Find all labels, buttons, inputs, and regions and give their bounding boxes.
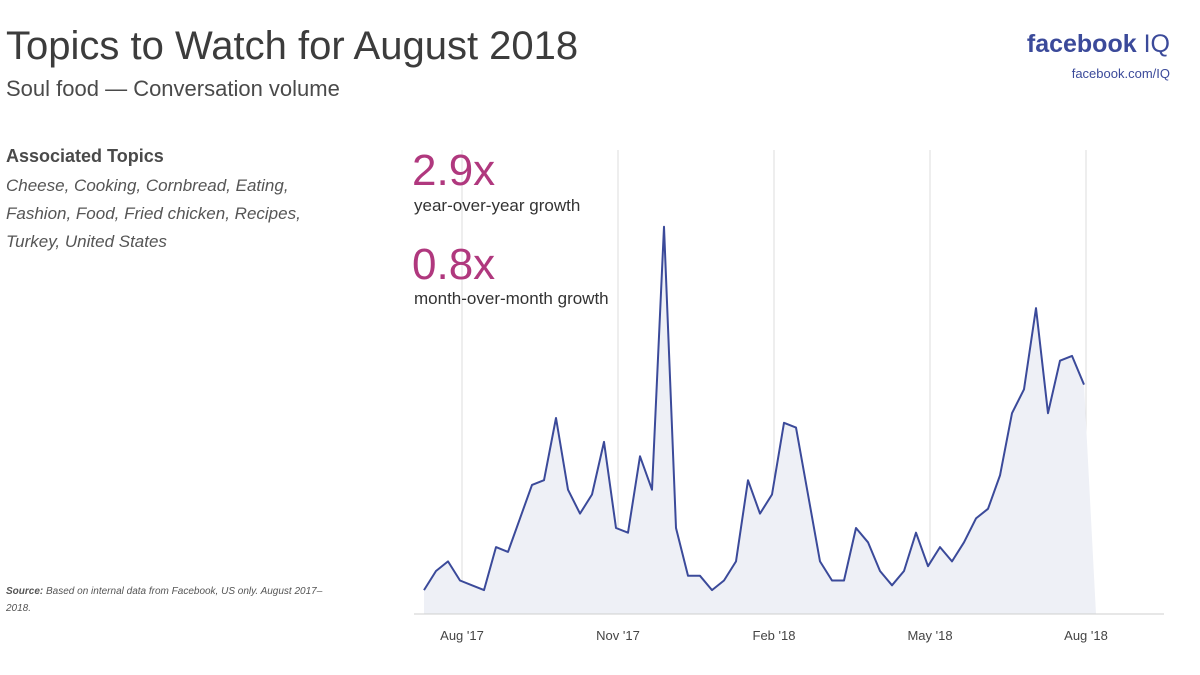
source-note: Source: Based on internal data from Face…: [6, 583, 326, 617]
page-subtitle: Soul food — Conversation volume: [6, 76, 340, 101]
x-tick-label: Aug '17: [440, 628, 484, 643]
source-label: Source:: [6, 586, 44, 597]
x-tick-label: Nov '17: [596, 628, 640, 643]
x-tick-label: Feb '18: [753, 628, 796, 643]
mom-growth-value: 0.8x: [412, 240, 496, 289]
mom-growth-label: month-over-month growth: [414, 289, 609, 308]
series-area: [424, 226, 1096, 615]
brand-logo: facebook IQ: [1027, 30, 1170, 59]
associated-topics-heading: Associated Topics: [6, 146, 164, 166]
yoy-growth-label: year-over-year growth: [414, 196, 581, 215]
brand-suffix: IQ: [1143, 30, 1170, 58]
x-tick-label: Aug '18: [1064, 628, 1108, 643]
x-tick-label: May '18: [907, 628, 952, 643]
source-text: Based on internal data from Facebook, US…: [6, 586, 323, 614]
page-title: Topics to Watch for August 2018: [6, 24, 579, 68]
brand-url: facebook.com/IQ: [1071, 66, 1170, 81]
brand-name: facebook: [1026, 30, 1137, 58]
series-line: [423, 225, 1085, 592]
yoy-growth-value: 2.9x: [412, 146, 496, 195]
associated-topics-list: Cheese, Cooking, Cornbread, Eating, Fash…: [6, 176, 301, 251]
